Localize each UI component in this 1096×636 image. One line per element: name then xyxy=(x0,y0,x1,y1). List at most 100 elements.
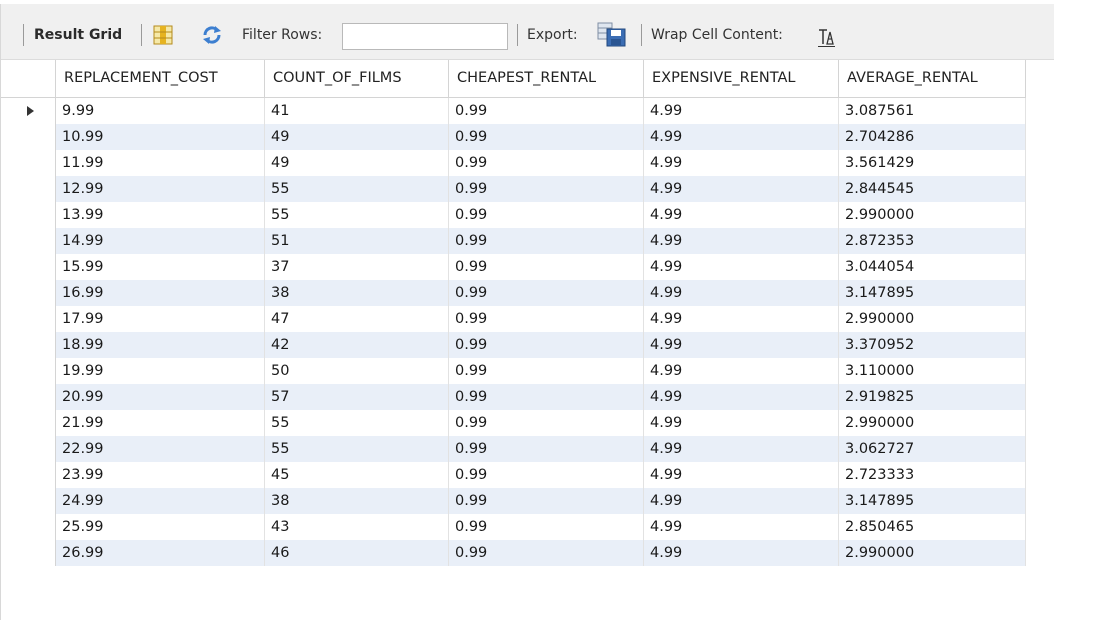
count-of-films-cell[interactable]: 42 xyxy=(265,332,449,358)
cheapest-rental-cell[interactable]: 0.99 xyxy=(449,462,644,488)
replacement-cost-cell[interactable]: 21.99 xyxy=(56,410,265,436)
cheapest-rental-cell[interactable]: 0.99 xyxy=(449,332,644,358)
expensive-rental-cell[interactable]: 4.99 xyxy=(644,228,839,254)
replacement-cost-cell[interactable]: 17.99 xyxy=(56,306,265,332)
average-rental-cell[interactable]: 3.110000 xyxy=(839,358,1026,384)
average-rental-cell[interactable]: 2.990000 xyxy=(839,306,1026,332)
table-row[interactable]: 22.99 55 0.99 4.99 3.062727 xyxy=(1,436,1026,462)
average-rental-cell[interactable]: 3.147895 xyxy=(839,280,1026,306)
average-rental-cell[interactable]: 2.723333 xyxy=(839,462,1026,488)
column-header-cheapest-rental[interactable]: CHEAPEST_RENTAL xyxy=(449,60,644,97)
count-of-films-cell[interactable]: 37 xyxy=(265,254,449,280)
replacement-cost-cell[interactable]: 20.99 xyxy=(56,384,265,410)
row-header[interactable] xyxy=(1,254,56,280)
replacement-cost-cell[interactable]: 24.99 xyxy=(56,488,265,514)
table-row[interactable]: 21.99 55 0.99 4.99 2.990000 xyxy=(1,410,1026,436)
row-header[interactable] xyxy=(1,384,56,410)
result-grid-tab[interactable]: Result Grid xyxy=(34,22,122,48)
count-of-films-cell[interactable]: 51 xyxy=(265,228,449,254)
count-of-films-cell[interactable]: 45 xyxy=(265,462,449,488)
cheapest-rental-cell[interactable]: 0.99 xyxy=(449,488,644,514)
table-row[interactable]: 26.99 46 0.99 4.99 2.990000 xyxy=(1,540,1026,566)
count-of-films-cell[interactable]: 49 xyxy=(265,124,449,150)
count-of-films-cell[interactable]: 43 xyxy=(265,514,449,540)
replacement-cost-cell[interactable]: 25.99 xyxy=(56,514,265,540)
count-of-films-cell[interactable]: 55 xyxy=(265,176,449,202)
cheapest-rental-cell[interactable]: 0.99 xyxy=(449,540,644,566)
table-row[interactable]: 24.99 38 0.99 4.99 3.147895 xyxy=(1,488,1026,514)
expensive-rental-cell[interactable]: 4.99 xyxy=(644,332,839,358)
average-rental-cell[interactable]: 3.370952 xyxy=(839,332,1026,358)
table-row[interactable]: 20.99 57 0.99 4.99 2.919825 xyxy=(1,384,1026,410)
table-row[interactable]: 23.99 45 0.99 4.99 2.723333 xyxy=(1,462,1026,488)
table-row[interactable]: 12.99 55 0.99 4.99 2.844545 xyxy=(1,176,1026,202)
expensive-rental-cell[interactable]: 4.99 xyxy=(644,462,839,488)
average-rental-cell[interactable]: 2.919825 xyxy=(839,384,1026,410)
cheapest-rental-cell[interactable]: 0.99 xyxy=(449,514,644,540)
table-row[interactable]: 11.99 49 0.99 4.99 3.561429 xyxy=(1,150,1026,176)
cheapest-rental-cell[interactable]: 0.99 xyxy=(449,436,644,462)
replacement-cost-cell[interactable]: 13.99 xyxy=(56,202,265,228)
expensive-rental-cell[interactable]: 4.99 xyxy=(644,436,839,462)
expensive-rental-cell[interactable]: 4.99 xyxy=(644,306,839,332)
expensive-rental-cell[interactable]: 4.99 xyxy=(644,254,839,280)
cheapest-rental-cell[interactable]: 0.99 xyxy=(449,176,644,202)
row-header[interactable] xyxy=(1,280,56,306)
count-of-films-cell[interactable]: 55 xyxy=(265,410,449,436)
expensive-rental-cell[interactable]: 4.99 xyxy=(644,540,839,566)
row-header[interactable] xyxy=(1,124,56,150)
cheapest-rental-cell[interactable]: 0.99 xyxy=(449,280,644,306)
count-of-films-cell[interactable]: 47 xyxy=(265,306,449,332)
average-rental-cell[interactable]: 3.087561 xyxy=(839,98,1026,124)
row-header[interactable] xyxy=(1,228,56,254)
replacement-cost-cell[interactable]: 9.99 xyxy=(56,98,265,124)
expensive-rental-cell[interactable]: 4.99 xyxy=(644,384,839,410)
count-of-films-cell[interactable]: 41 xyxy=(265,98,449,124)
cheapest-rental-cell[interactable]: 0.99 xyxy=(449,202,644,228)
expensive-rental-cell[interactable]: 4.99 xyxy=(644,358,839,384)
row-header[interactable] xyxy=(1,202,56,228)
count-of-films-cell[interactable]: 50 xyxy=(265,358,449,384)
average-rental-cell[interactable]: 2.704286 xyxy=(839,124,1026,150)
column-header-count-of-films[interactable]: COUNT_OF_FILMS xyxy=(265,60,449,97)
replacement-cost-cell[interactable]: 15.99 xyxy=(56,254,265,280)
replacement-cost-cell[interactable]: 22.99 xyxy=(56,436,265,462)
table-row[interactable]: 10.99 49 0.99 4.99 2.704286 xyxy=(1,124,1026,150)
filter-rows-input[interactable] xyxy=(342,23,508,50)
cheapest-rental-cell[interactable]: 0.99 xyxy=(449,254,644,280)
replacement-cost-cell[interactable]: 16.99 xyxy=(56,280,265,306)
average-rental-cell[interactable]: 2.872353 xyxy=(839,228,1026,254)
wrap-text-icon[interactable] xyxy=(817,25,837,51)
row-header[interactable] xyxy=(1,332,56,358)
replacement-cost-cell[interactable]: 12.99 xyxy=(56,176,265,202)
table-row[interactable]: 15.99 37 0.99 4.99 3.044054 xyxy=(1,254,1026,280)
expensive-rental-cell[interactable]: 4.99 xyxy=(644,488,839,514)
replacement-cost-cell[interactable]: 18.99 xyxy=(56,332,265,358)
table-row[interactable]: 17.99 47 0.99 4.99 2.990000 xyxy=(1,306,1026,332)
expensive-rental-cell[interactable]: 4.99 xyxy=(644,202,839,228)
row-header[interactable] xyxy=(1,462,56,488)
row-header[interactable] xyxy=(1,358,56,384)
cheapest-rental-cell[interactable]: 0.99 xyxy=(449,358,644,384)
average-rental-cell[interactable]: 2.990000 xyxy=(839,540,1026,566)
column-header-average-rental[interactable]: AVERAGE_RENTAL xyxy=(839,60,1026,97)
table-row[interactable]: 13.99 55 0.99 4.99 2.990000 xyxy=(1,202,1026,228)
cheapest-rental-cell[interactable]: 0.99 xyxy=(449,150,644,176)
count-of-films-cell[interactable]: 55 xyxy=(265,436,449,462)
count-of-films-cell[interactable]: 46 xyxy=(265,540,449,566)
row-header[interactable] xyxy=(1,514,56,540)
expensive-rental-cell[interactable]: 4.99 xyxy=(644,150,839,176)
grid-columns-icon[interactable] xyxy=(152,22,174,48)
count-of-films-cell[interactable]: 38 xyxy=(265,280,449,306)
table-row[interactable]: 14.99 51 0.99 4.99 2.872353 xyxy=(1,228,1026,254)
table-row[interactable]: 19.99 50 0.99 4.99 3.110000 xyxy=(1,358,1026,384)
average-rental-cell[interactable]: 2.990000 xyxy=(839,202,1026,228)
expensive-rental-cell[interactable]: 4.99 xyxy=(644,514,839,540)
cheapest-rental-cell[interactable]: 0.99 xyxy=(449,228,644,254)
table-row[interactable]: 9.99 41 0.99 4.99 3.087561 xyxy=(1,98,1026,124)
replacement-cost-cell[interactable]: 23.99 xyxy=(56,462,265,488)
cheapest-rental-cell[interactable]: 0.99 xyxy=(449,306,644,332)
row-header[interactable] xyxy=(1,436,56,462)
replacement-cost-cell[interactable]: 11.99 xyxy=(56,150,265,176)
average-rental-cell[interactable]: 2.850465 xyxy=(839,514,1026,540)
